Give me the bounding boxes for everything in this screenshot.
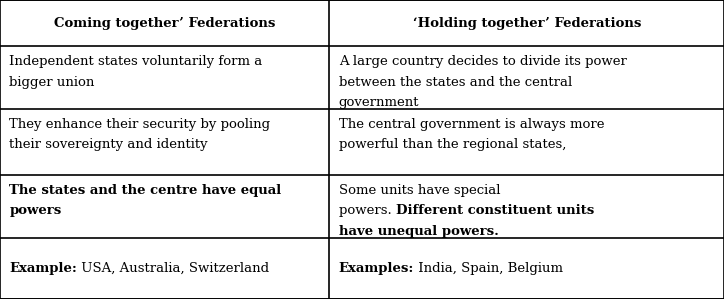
Text: Independent states voluntarily form a: Independent states voluntarily form a bbox=[9, 55, 263, 68]
Text: USA, Australia, Switzerland: USA, Australia, Switzerland bbox=[77, 262, 269, 275]
Text: have unequal powers.: have unequal powers. bbox=[339, 225, 499, 237]
Text: Example:: Example: bbox=[9, 262, 77, 275]
Text: They enhance their security by pooling: They enhance their security by pooling bbox=[9, 118, 271, 131]
Text: their sovereignty and identity: their sovereignty and identity bbox=[9, 138, 208, 151]
Text: bigger union: bigger union bbox=[9, 76, 95, 89]
Text: government: government bbox=[339, 96, 419, 109]
Text: A large country decides to divide its power: A large country decides to divide its po… bbox=[339, 55, 627, 68]
Text: India, Spain, Belgium: India, Spain, Belgium bbox=[414, 262, 563, 275]
Text: between the states and the central: between the states and the central bbox=[339, 76, 572, 89]
Text: powers: powers bbox=[9, 204, 62, 217]
Text: powerful than the regional states,: powerful than the regional states, bbox=[339, 138, 566, 151]
Text: Some units have special: Some units have special bbox=[339, 184, 500, 197]
Text: ‘Holding together’ Federations: ‘Holding together’ Federations bbox=[413, 17, 641, 30]
Text: The states and the centre have equal: The states and the centre have equal bbox=[9, 184, 282, 197]
Text: Examples:: Examples: bbox=[339, 262, 414, 275]
Text: powers.: powers. bbox=[339, 204, 396, 217]
Text: Different constituent units: Different constituent units bbox=[396, 204, 594, 217]
Text: The central government is always more: The central government is always more bbox=[339, 118, 605, 131]
Text: Coming together’ Federations: Coming together’ Federations bbox=[54, 17, 275, 30]
